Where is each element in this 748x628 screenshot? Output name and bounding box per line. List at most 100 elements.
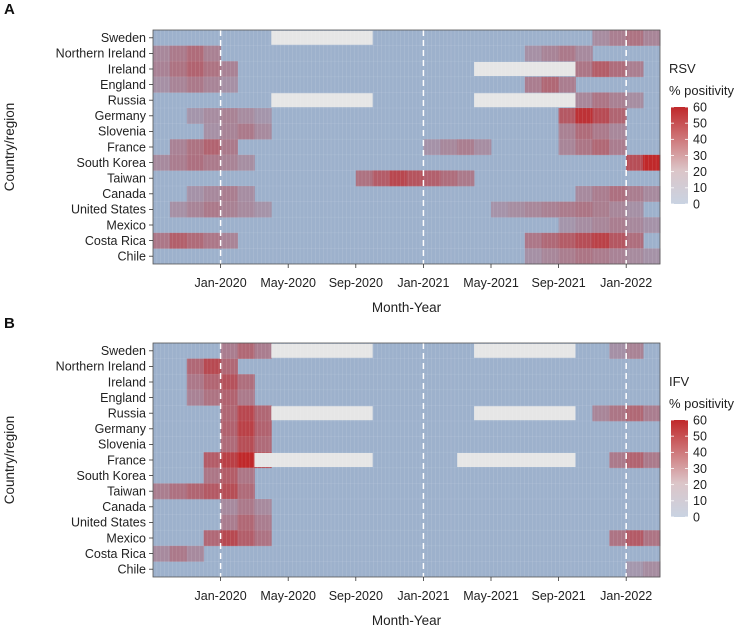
country-label: France <box>107 140 146 154</box>
country-label: South Korea <box>77 469 147 483</box>
y-axis-title: Country/region <box>2 416 17 505</box>
legend-tick-label: 20 <box>693 478 707 492</box>
missing-data-cell <box>271 30 373 45</box>
heatmap-cell <box>220 201 238 218</box>
heatmap-cell <box>558 232 576 249</box>
heatmap-cell <box>169 154 188 171</box>
heatmap-cell <box>372 170 390 187</box>
heatmap-cell <box>541 232 559 249</box>
heatmap-cell <box>203 232 221 249</box>
legend-tick-label: 40 <box>693 133 707 147</box>
heatmap-cell <box>609 232 627 249</box>
heatmap-cell <box>575 92 593 109</box>
heatmap-cell <box>203 201 221 218</box>
heatmap-cell <box>592 108 610 124</box>
legend-tick-label: 20 <box>693 165 707 179</box>
heatmap-cell <box>609 530 627 547</box>
heatmap-cell <box>220 483 238 500</box>
heatmap-cell <box>541 76 559 93</box>
heatmap-cell <box>524 201 543 218</box>
country-label: Sweden <box>101 31 146 45</box>
grid-lines <box>153 30 660 264</box>
heatmap-cell <box>220 154 238 171</box>
heatmap-cell <box>575 108 593 124</box>
heatmap-cell <box>626 232 644 249</box>
heatmap-cell <box>153 545 171 562</box>
heatmap-cell <box>592 232 610 249</box>
heatmap-cell <box>626 561 644 578</box>
heatmap-cell <box>609 343 627 359</box>
country-label: Chile <box>118 563 147 577</box>
heatmap-cell <box>153 154 171 171</box>
heatmap-cell <box>524 45 543 62</box>
heatmap-cell <box>186 358 205 375</box>
country-label: Costa Rica <box>85 234 146 248</box>
heatmap-cell <box>169 201 188 218</box>
legend-subtitle: % positivity <box>669 83 735 98</box>
country-label: France <box>107 453 146 467</box>
heatmap-cell <box>626 61 644 78</box>
heatmap-cells <box>153 30 661 265</box>
heatmap-cell <box>609 186 627 202</box>
heatmap-cell <box>203 76 221 93</box>
heatmap-cell <box>203 139 221 156</box>
missing-data-cell <box>271 406 373 421</box>
heatmap-cell <box>220 108 238 124</box>
country-label: England <box>100 391 146 405</box>
heatmap-cell <box>203 186 221 202</box>
heatmap-cell <box>220 436 238 453</box>
panel-letter: B <box>4 315 15 332</box>
heatmap-cell <box>220 374 238 391</box>
heatmap-cell <box>203 530 221 547</box>
y-axis-title: Country/region <box>2 103 17 192</box>
heatmap-cell <box>220 389 238 406</box>
heatmap-cell <box>220 232 238 249</box>
heatmap-cell <box>626 92 644 109</box>
heatmap-cell <box>237 514 255 531</box>
heatmap-cell <box>592 61 610 78</box>
heatmap-cell <box>558 45 576 62</box>
heatmap-cell <box>203 123 221 140</box>
country-label: Northern Ireland <box>56 360 146 374</box>
heatmap-cell <box>592 201 610 218</box>
heatmap-cell <box>237 108 255 124</box>
heatmap-cell <box>186 232 205 249</box>
heatmap-cell <box>626 201 644 218</box>
country-label: United States <box>71 516 146 530</box>
heatmap-cell <box>220 343 238 359</box>
missing-data-cell <box>271 343 373 358</box>
heatmap-cell <box>220 452 238 469</box>
country-label: Canada <box>102 187 146 201</box>
x-tick-label: Sep-2021 <box>531 276 585 290</box>
heatmap-cell <box>643 217 661 234</box>
heatmap-cell <box>609 217 627 234</box>
heatmap-cell <box>186 545 205 562</box>
country-label: Sweden <box>101 344 146 358</box>
x-tick-label: Jan-2021 <box>397 276 449 290</box>
heatmap-cell <box>169 45 188 62</box>
heatmap-cell <box>558 248 576 265</box>
heatmap-cell <box>558 123 576 140</box>
heatmap-cell <box>626 30 644 46</box>
heatmap-cell <box>626 530 644 547</box>
heatmap-cell <box>237 436 255 453</box>
heatmap-cell <box>643 530 661 547</box>
heatmap-cell <box>186 186 205 202</box>
country-label: Russia <box>108 94 146 108</box>
heatmap-cell <box>220 61 238 78</box>
grid-lines <box>153 343 660 577</box>
heatmap-cell <box>507 201 526 218</box>
legend-colorbar <box>671 420 688 517</box>
heatmap-cell <box>237 374 255 391</box>
legend-subtitle: % positivity <box>669 396 735 411</box>
x-tick-label: May-2021 <box>463 589 519 603</box>
heatmap-cell <box>203 452 221 469</box>
x-tick-label: Sep-2020 <box>329 589 383 603</box>
heatmap-cell <box>254 123 272 140</box>
heatmap-cell <box>643 248 661 265</box>
heatmap-cell <box>626 248 644 265</box>
heatmap-cell <box>524 232 543 249</box>
country-label: Ireland <box>108 375 146 389</box>
heatmap-cell <box>592 405 610 422</box>
legend-tick-label: 50 <box>693 116 707 130</box>
